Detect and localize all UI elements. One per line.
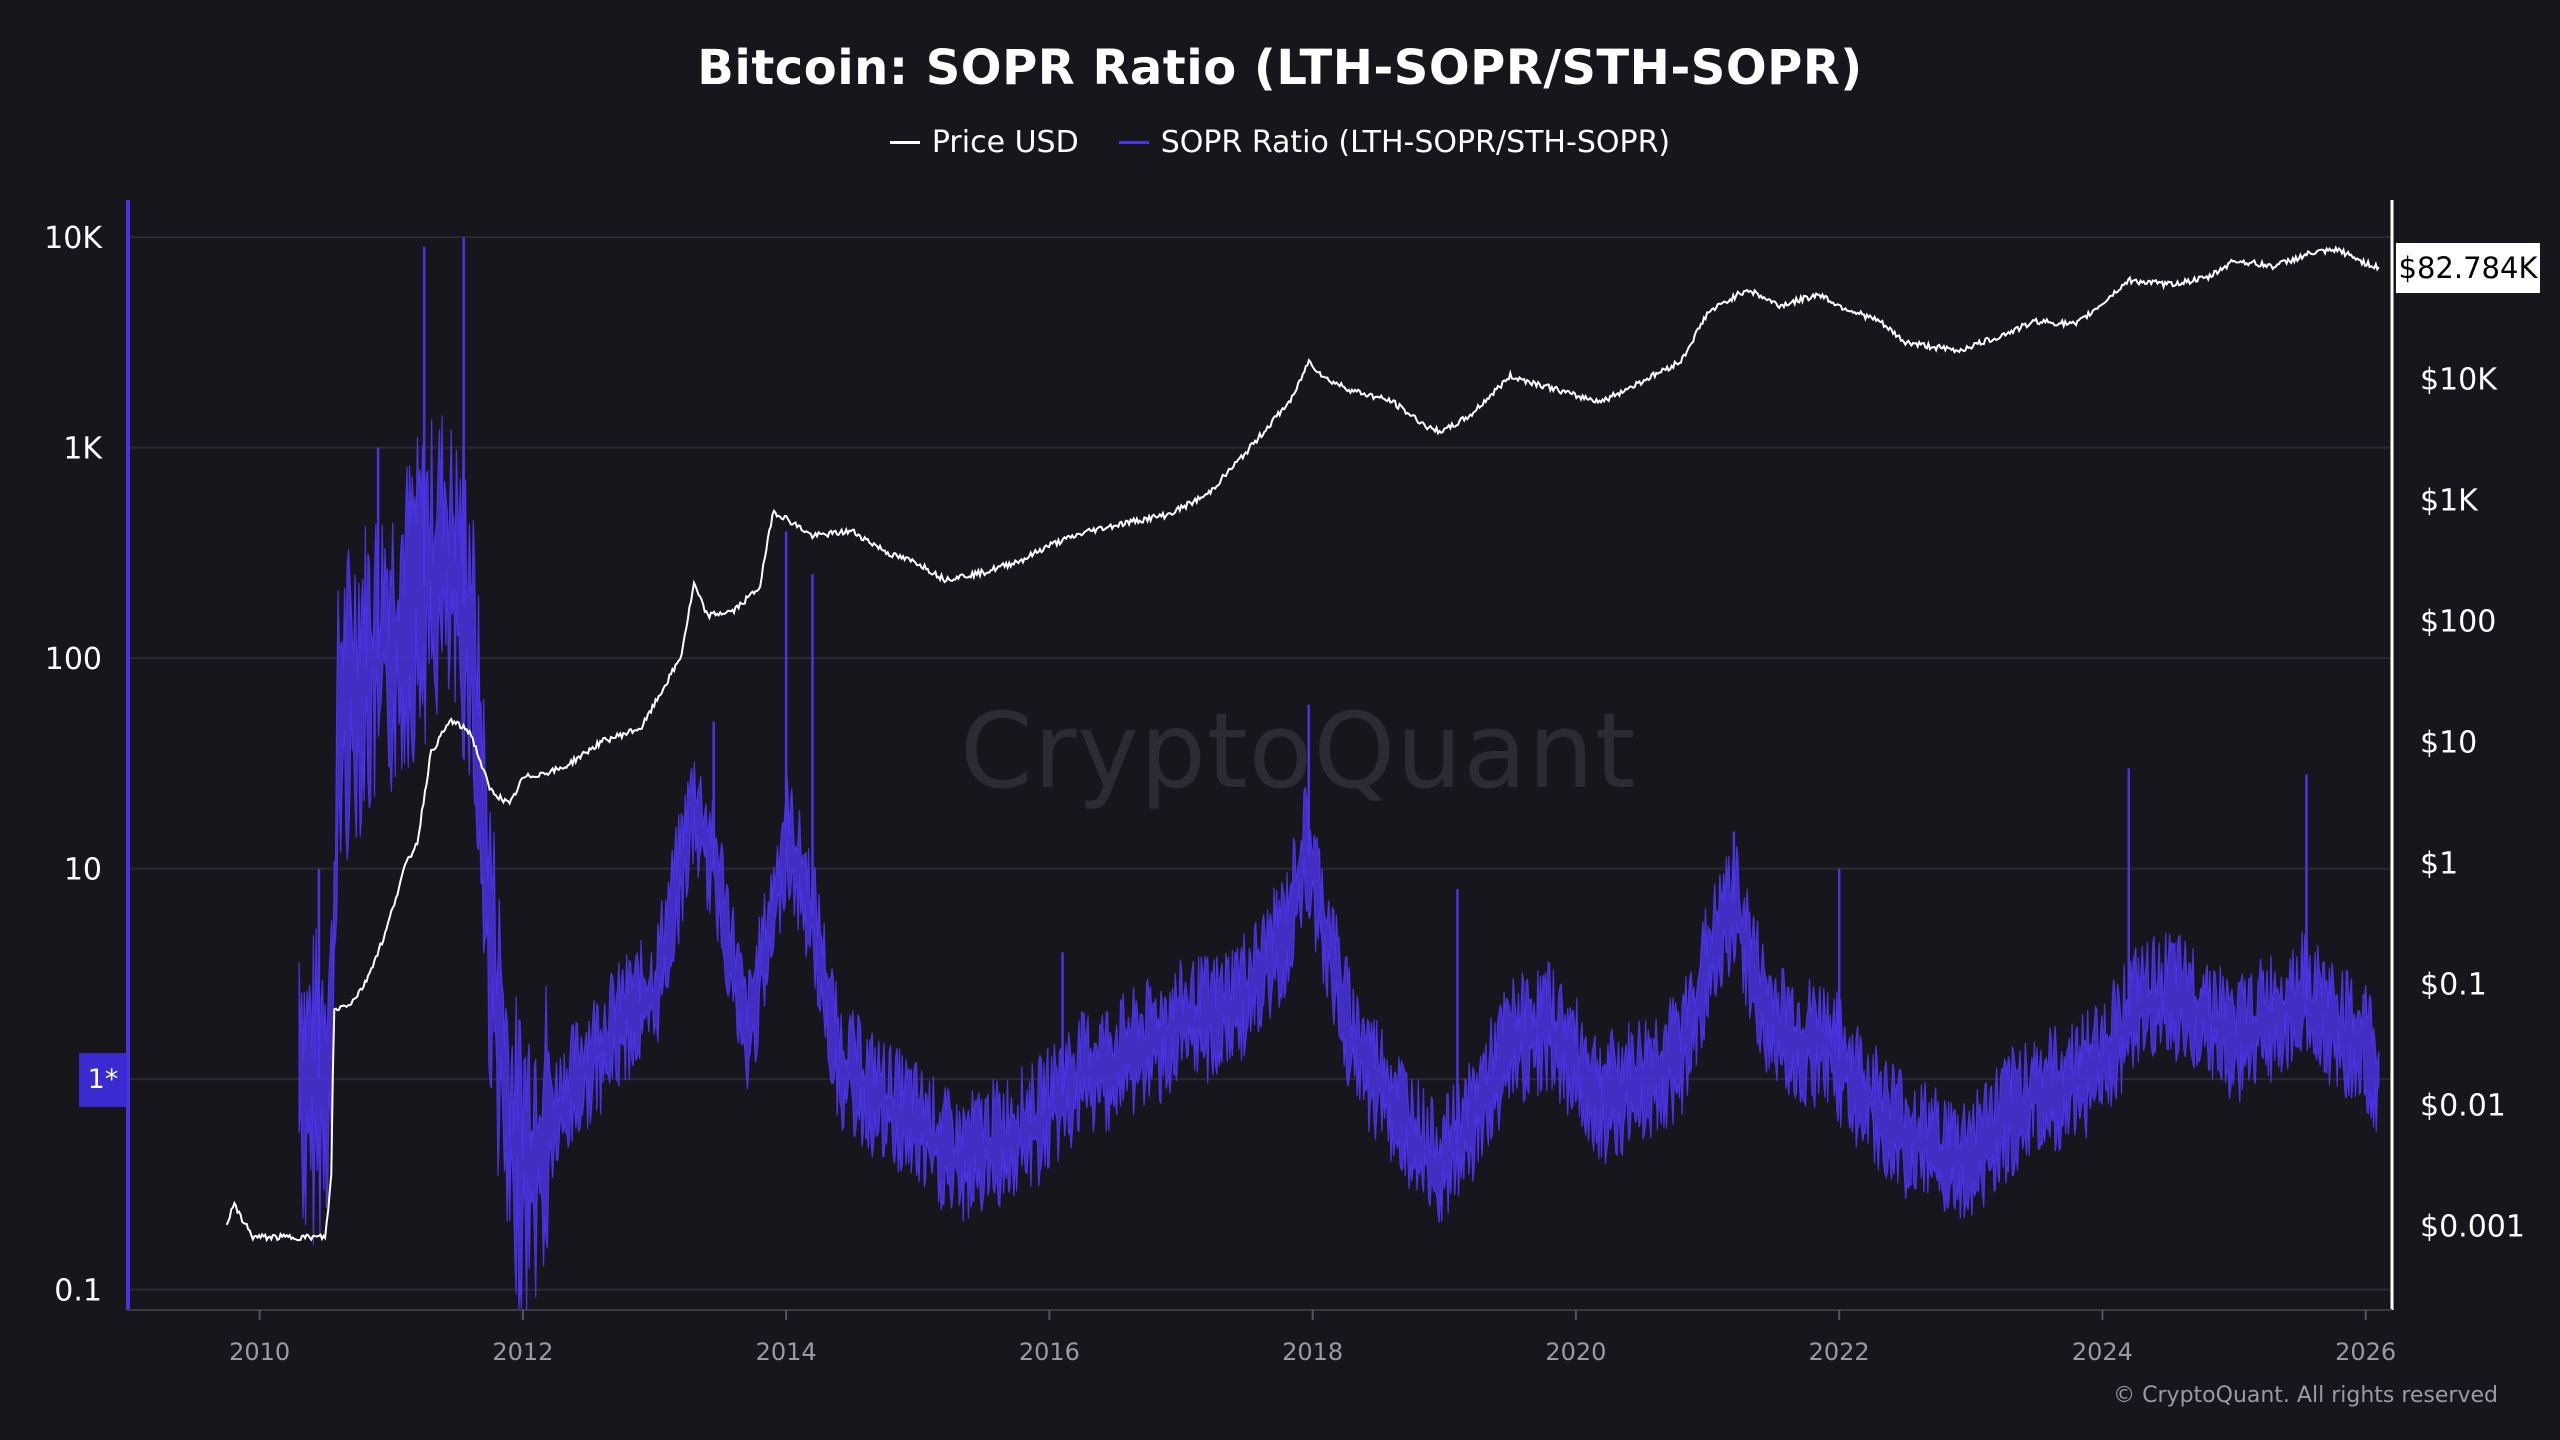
right-axis-tick-label: $0.001 <box>2420 1209 2525 1244</box>
x-axis-tick-label: 2020 <box>1545 1338 1606 1366</box>
right-axis-tick-label: $100 <box>2420 605 2496 640</box>
one-level-marker: 1* <box>79 1053 127 1107</box>
legend: Price USD SOPR Ratio (LTH-SOPR/STH-SOPR) <box>0 125 2560 160</box>
x-axis-tick-label: 2026 <box>2335 1338 2396 1366</box>
series-sopr-ratio <box>298 415 2380 1311</box>
legend-item-price[interactable]: Price USD <box>889 125 1079 160</box>
legend-item-sopr-ratio[interactable]: SOPR Ratio (LTH-SOPR/STH-SOPR) <box>1118 125 1671 160</box>
right-axis-tick-label: $0.1 <box>2420 968 2487 1003</box>
left-axis-tick-label: 100 <box>45 642 102 677</box>
x-axis-tick-label: 2024 <box>2072 1338 2133 1366</box>
right-axis-tick-label: $0.01 <box>2420 1088 2506 1123</box>
current-price-badge: $82.784K <box>2396 243 2540 293</box>
x-axis-tick-label: 2016 <box>1019 1338 1080 1366</box>
left-axis-tick-label: 10 <box>64 853 102 888</box>
chart-title: Bitcoin: SOPR Ratio (LTH-SOPR/STH-SOPR) <box>697 40 1863 96</box>
copyright-footer: © CryptoQuant. All rights reserved <box>2113 1383 2498 1408</box>
left-axis-tick-label: 10K <box>44 221 103 256</box>
legend-label-price: Price USD <box>931 125 1079 160</box>
legend-swatch-price <box>889 141 920 144</box>
legend-swatch-sopr-ratio <box>1118 141 1149 144</box>
x-axis-tick-label: 2012 <box>492 1338 553 1366</box>
left-axis-tick-label: 1K <box>63 432 103 467</box>
right-axis-tick-label: $1K <box>2420 484 2479 519</box>
x-axis-tick-label: 2014 <box>756 1338 817 1366</box>
x-axis-tick-label: 2010 <box>229 1338 290 1366</box>
x-axis-tick-label: 2018 <box>1282 1338 1343 1366</box>
left-axis-tick-label: 0.1 <box>54 1274 102 1309</box>
series-price-usd <box>225 245 2380 1243</box>
legend-label-sopr-ratio: SOPR Ratio (LTH-SOPR/STH-SOPR) <box>1160 125 1671 160</box>
right-axis-tick-label: $1 <box>2420 847 2458 882</box>
x-axis-tick-label: 2022 <box>1809 1338 1870 1366</box>
right-axis-tick-label: $10 <box>2420 726 2477 761</box>
right-axis-tick-label: $10K <box>2420 363 2498 398</box>
